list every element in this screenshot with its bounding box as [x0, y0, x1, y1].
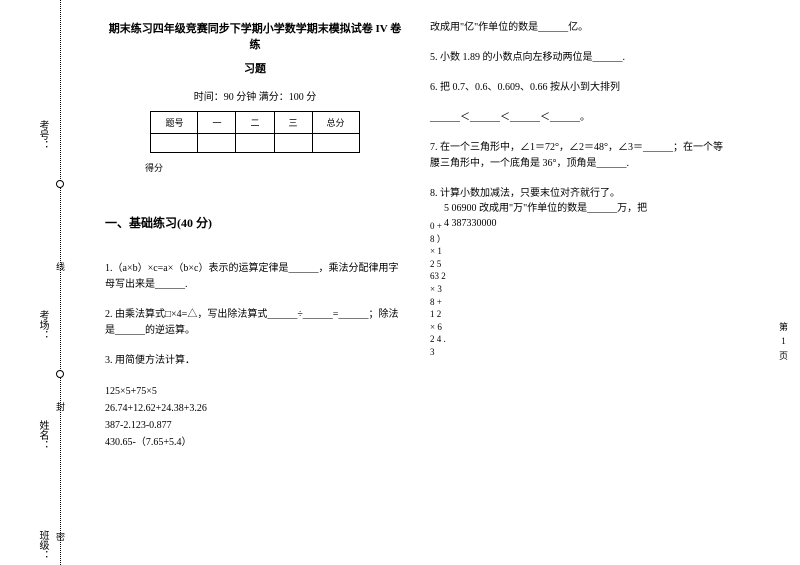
- calc-3: 387-2.123-0.877: [105, 417, 405, 434]
- calc-2: 26.74+12.62+24.38+3.26: [105, 400, 405, 417]
- th-num: 题号: [151, 112, 198, 134]
- mark-secret: 密: [56, 530, 65, 543]
- right-q5c: 4 387330000: [430, 216, 730, 231]
- right-q5b: 5 06900 改成用"万"作单位的数是______万，把: [430, 201, 730, 216]
- score-table: 题号 一 二 三 总分: [150, 111, 359, 153]
- binding-dotline: [60, 0, 61, 565]
- score-label: 得分: [145, 161, 405, 174]
- binding-circle: [56, 370, 64, 378]
- mark-line: 线: [56, 260, 65, 273]
- right-q5: 8. 计算小数加减法，只要末位对齐就行了。: [430, 186, 730, 201]
- page-number: 第 1 页: [779, 320, 788, 363]
- question-2: 2. 由乘法算式□×4=△，写出除法算式______÷______=______…: [105, 307, 405, 339]
- th-1: 一: [198, 112, 236, 134]
- question-3: 3. 用简便方法计算．: [105, 353, 405, 369]
- th-3: 三: [274, 112, 312, 134]
- mark-seal: 封: [56, 400, 65, 413]
- calc-1: 125×5+75×5: [105, 383, 405, 400]
- right-q2: 5. 小数 1.89 的小数点向左移动两位是______.: [430, 50, 730, 66]
- binding-circle: [56, 180, 64, 188]
- calc-4: 430.65-（7.65+5.4）: [105, 434, 405, 451]
- label-class: 班级：: [35, 530, 50, 560]
- vertical-calc: 0 + 8 ） × 1 2 5 63 2 × 3 8 + 1 2 × 6 2 4…: [430, 220, 446, 359]
- exam-meta: 时间：90 分钟 满分：100 分: [105, 88, 405, 103]
- right-q4: 7. 在一个三角形中，∠1＝72°，∠2＝48°，∠3＝______；在一个等腰…: [430, 140, 730, 172]
- right-q1: 改成用"亿"作单位的数是______亿。: [430, 20, 730, 36]
- section-1: 一、基础练习(40 分): [105, 214, 405, 231]
- question-1: 1.（a×b）×c=a×（b×c）表示的运算定律是______，乘法分配律用字母…: [105, 261, 405, 293]
- right-q3: 6. 把 0.7、0.6、0.609、0.66 按从小到大排列: [430, 80, 730, 96]
- th-2: 二: [236, 112, 274, 134]
- exam-subtitle: 习题: [105, 60, 405, 76]
- exam-title: 期末练习四年级竞赛同步下学期小学数学期末模拟试卷 IV 卷练: [105, 20, 405, 52]
- label-name: 姓名：: [35, 420, 50, 450]
- right-q3b: ______＜______＜______＜______。: [430, 110, 730, 126]
- th-total: 总分: [312, 112, 359, 134]
- label-room: 考场：: [35, 310, 50, 340]
- label-examid: 考号：: [35, 120, 50, 150]
